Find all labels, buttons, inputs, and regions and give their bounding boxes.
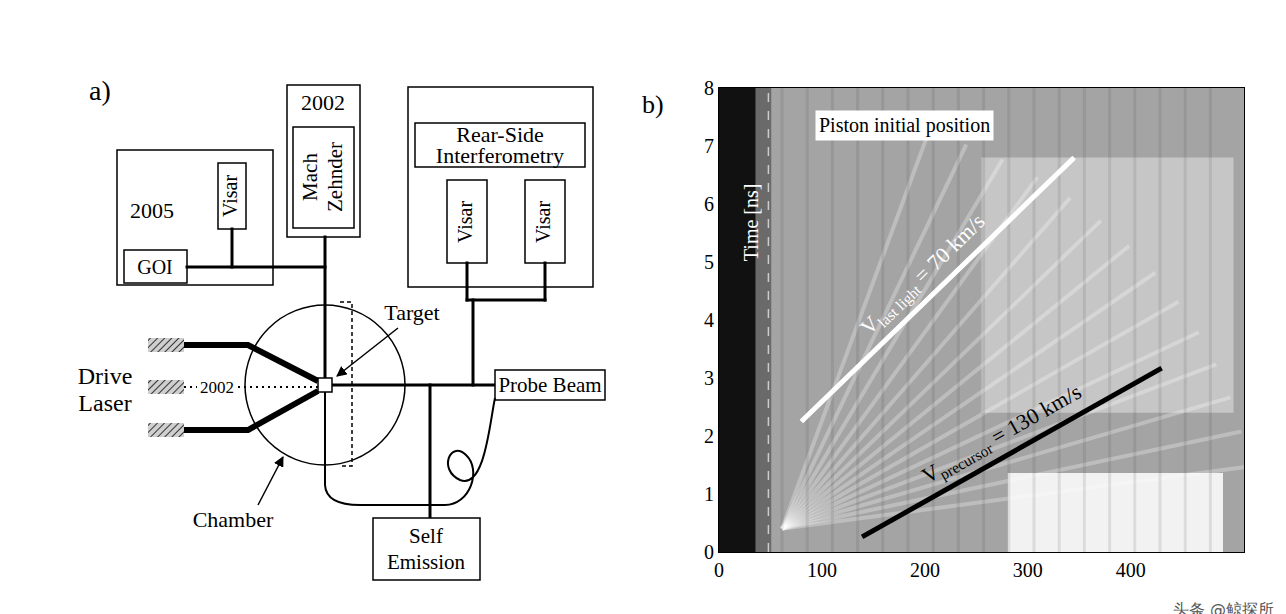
svg-text:3: 3: [704, 367, 714, 389]
svg-text:2005: 2005: [130, 198, 174, 223]
svg-text:Interferometry: Interferometry: [436, 143, 564, 168]
svg-text:Target: Target: [384, 300, 439, 325]
svg-text:Emission: Emission: [387, 550, 466, 574]
svg-text:Zehnder: Zehnder: [323, 142, 347, 212]
svg-text:2002: 2002: [200, 378, 234, 397]
svg-text:Visar: Visar: [532, 201, 554, 243]
svg-text:a): a): [89, 75, 111, 106]
svg-text:4: 4: [704, 309, 714, 331]
svg-text:Visar: Visar: [454, 201, 476, 243]
svg-text:头条 @鲸探所: 头条 @鲸探所: [1173, 600, 1274, 614]
svg-text:2002: 2002: [301, 90, 345, 115]
svg-text:6: 6: [704, 193, 714, 215]
svg-text:200: 200: [910, 559, 940, 581]
svg-text:5: 5: [704, 251, 714, 273]
svg-text:b): b): [642, 90, 664, 119]
svg-text:Drive: Drive: [78, 363, 133, 389]
svg-text:400: 400: [1116, 559, 1146, 581]
svg-text:Chamber: Chamber: [193, 507, 274, 532]
svg-text:Probe Beam: Probe Beam: [498, 373, 601, 397]
svg-text:V​precursor​ = 130 km/s: V​precursor​ = 130 km/s: [918, 379, 1087, 491]
svg-text:0: 0: [714, 559, 724, 581]
svg-text:Piston initial position: Piston initial position: [819, 114, 990, 137]
svg-text:1: 1: [704, 483, 714, 505]
svg-text:300: 300: [1013, 559, 1043, 581]
svg-text:V​last light​ = 70 km/s: V​last light​ = 70 km/s: [855, 209, 991, 342]
svg-text:100: 100: [807, 559, 837, 581]
svg-text:Visar: Visar: [219, 175, 241, 217]
svg-text:2: 2: [704, 425, 714, 447]
svg-text:8: 8: [704, 77, 714, 99]
svg-text:Mach: Mach: [298, 153, 322, 201]
svg-text:0: 0: [704, 541, 714, 563]
svg-text:Rear-Side: Rear-Side: [456, 122, 544, 147]
svg-text:GOI: GOI: [137, 256, 173, 278]
svg-text:Laser: Laser: [78, 390, 131, 416]
svg-text:7: 7: [704, 135, 714, 157]
svg-text:Time [ns]: Time [ns]: [740, 184, 762, 262]
svg-text:Self: Self: [409, 524, 443, 548]
